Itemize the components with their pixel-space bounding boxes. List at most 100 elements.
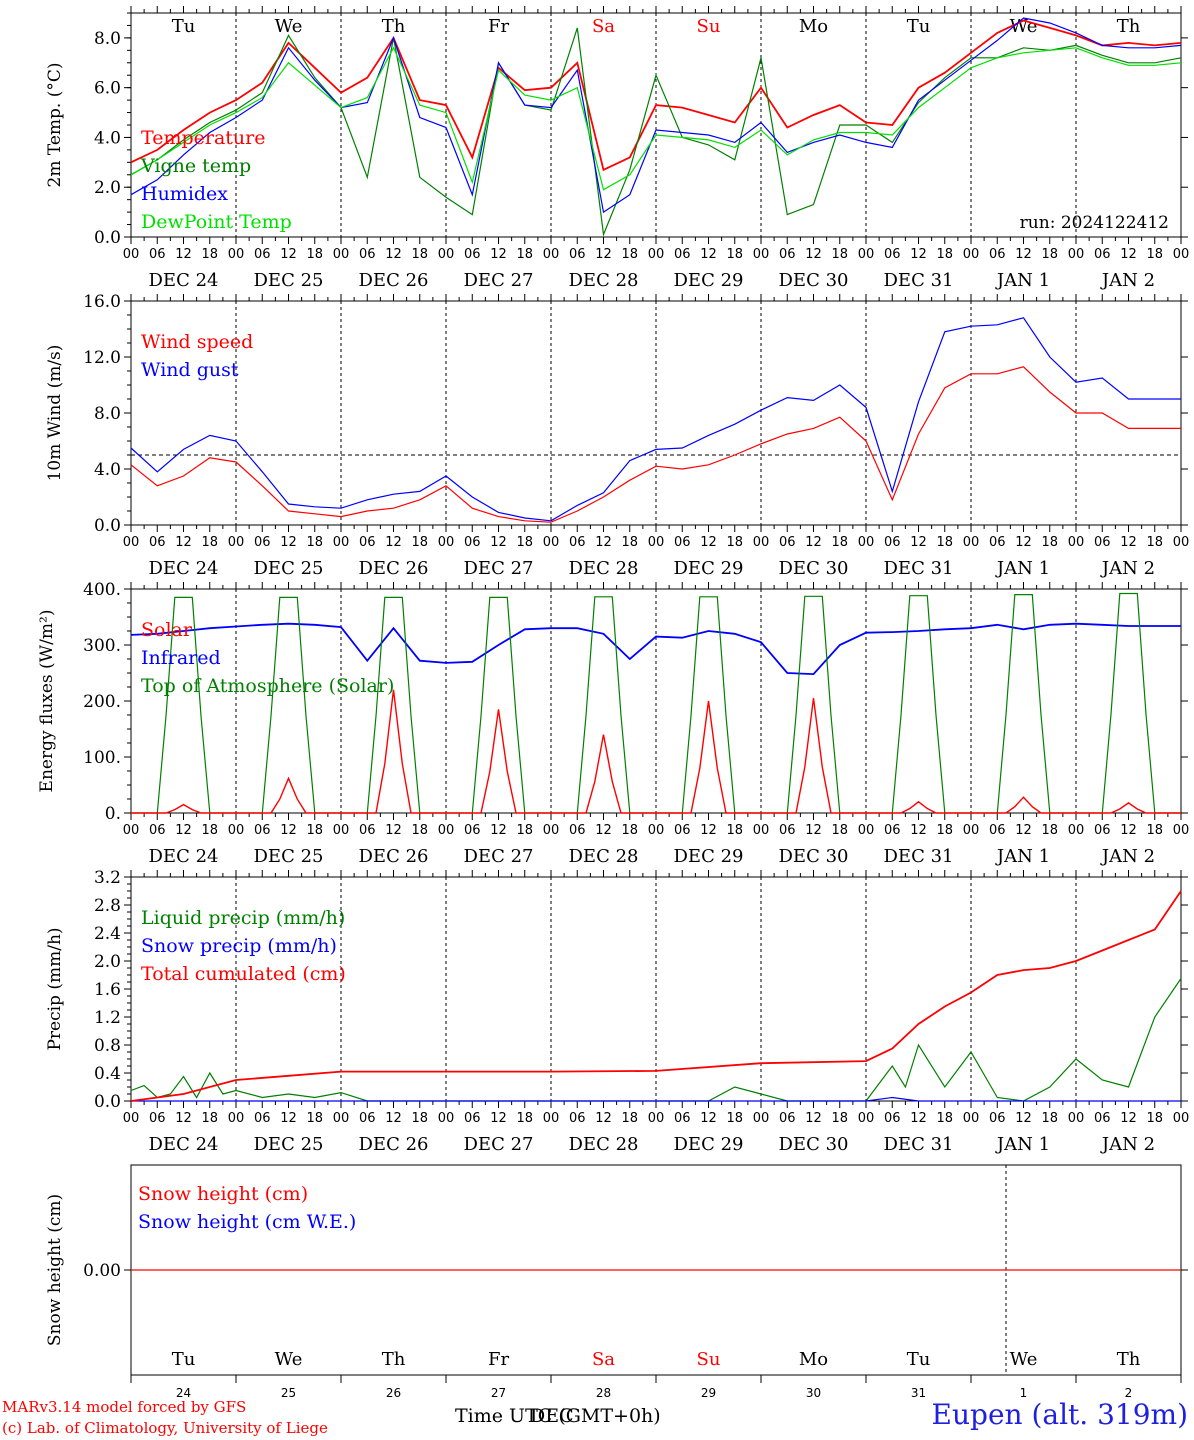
x-hour-label: 00 xyxy=(1173,823,1190,838)
y-tick-label: 1.6 xyxy=(94,980,121,1000)
x-hour-label: 12 xyxy=(1015,535,1032,550)
x-hour-label: 06 xyxy=(1094,1111,1111,1126)
x-hour-label: 12 xyxy=(280,823,297,838)
x-date-label: DEC 31 xyxy=(884,270,954,291)
x-hour-label: 06 xyxy=(779,823,796,838)
x-hour-label: 00 xyxy=(228,247,245,262)
weekday-label: Th xyxy=(1117,1349,1141,1370)
weekday-label: Su xyxy=(697,16,721,37)
x-date-label: DEC 26 xyxy=(359,270,429,291)
day-number-label: 1 xyxy=(1020,1386,1028,1400)
x-hour-label: 12 xyxy=(805,1111,822,1126)
weekday-label: We xyxy=(1010,16,1038,37)
x-hour-label: 06 xyxy=(254,1111,271,1126)
day-number-label: 27 xyxy=(491,1386,506,1400)
x-hour-label: 18 xyxy=(516,823,533,838)
x-hour-label: 12 xyxy=(910,535,927,550)
x-date-label: JAN 1 xyxy=(995,270,1050,291)
x-hour-label: 06 xyxy=(569,535,586,550)
x-hour-label: 18 xyxy=(621,1111,638,1126)
x-date-label: DEC 26 xyxy=(359,558,429,579)
weekday-label: Sa xyxy=(592,1349,615,1370)
x-hour-label: 00 xyxy=(648,535,665,550)
x-hour-label: 00 xyxy=(543,1111,560,1126)
y-axis-label-wind: 10m Wind (m/s) xyxy=(45,345,65,482)
x-hour-label: 12 xyxy=(385,247,402,262)
x-hour-label: 18 xyxy=(831,823,848,838)
panel-frame-wind xyxy=(130,300,1182,526)
day-number-label: 30 xyxy=(806,1386,821,1400)
x-hour-label: 06 xyxy=(779,535,796,550)
y-tick-label: 2.4 xyxy=(94,924,121,944)
x-hour-label: 06 xyxy=(464,247,481,262)
credit-line-2: (c) Lab. of Climatology, University of L… xyxy=(2,1419,328,1437)
x-hour-label: 00 xyxy=(1173,535,1190,550)
weekday-label: We xyxy=(275,1349,303,1370)
x-hour-label: 18 xyxy=(1041,823,1058,838)
x-date-label: JAN 2 xyxy=(1100,846,1155,867)
x-hour-label: 00 xyxy=(648,1111,665,1126)
y-tick-label: 2.0 xyxy=(94,952,121,972)
x-axis-overlap-text: DEC xyxy=(530,1405,574,1427)
x-hour-label: 18 xyxy=(1041,1111,1058,1126)
weekday-label: Fr xyxy=(488,1349,509,1370)
x-date-label: DEC 30 xyxy=(779,558,849,579)
x-date-label: JAN 1 xyxy=(995,1134,1050,1155)
x-hour-label: 18 xyxy=(936,535,953,550)
y-tick-label: 2.8 xyxy=(94,896,121,916)
x-hour-label: 18 xyxy=(1146,823,1163,838)
x-hour-label: 12 xyxy=(1120,1111,1137,1126)
x-date-label: JAN 2 xyxy=(1100,558,1155,579)
x-hour-label: 00 xyxy=(228,823,245,838)
y-tick-label: 100. xyxy=(83,748,121,768)
x-hour-label: 18 xyxy=(1041,535,1058,550)
x-hour-label: 18 xyxy=(1146,535,1163,550)
x-hour-label: 18 xyxy=(936,823,953,838)
x-hour-label: 06 xyxy=(1094,535,1111,550)
x-date-label: DEC 31 xyxy=(884,846,954,867)
legend-entry: Top of Atmosphere (Solar) xyxy=(141,675,394,697)
y-tick-label: 8.0 xyxy=(94,29,121,49)
x-hour-label: 18 xyxy=(726,247,743,262)
x-date-label: DEC 26 xyxy=(359,1134,429,1155)
x-hour-label: 06 xyxy=(569,823,586,838)
x-hour-label: 06 xyxy=(149,1111,166,1126)
x-hour-label: 00 xyxy=(1068,535,1085,550)
x-hour-label: 00 xyxy=(333,1111,350,1126)
x-hour-label: 18 xyxy=(831,1111,848,1126)
legend-entry: Liquid precip (mm/h) xyxy=(141,907,345,929)
x-hour-label: 00 xyxy=(438,247,455,262)
x-hour-label: 12 xyxy=(490,1111,507,1126)
x-hour-label: 12 xyxy=(910,247,927,262)
x-hour-label: 00 xyxy=(1068,823,1085,838)
x-hour-label: 00 xyxy=(858,1111,875,1126)
x-date-label: DEC 25 xyxy=(254,1134,324,1155)
x-hour-label: 12 xyxy=(490,823,507,838)
x-hour-label: 00 xyxy=(963,247,980,262)
x-date-label: DEC 24 xyxy=(149,1134,219,1155)
x-hour-label: 06 xyxy=(569,247,586,262)
x-hour-label: 00 xyxy=(858,535,875,550)
x-hour-label: 06 xyxy=(779,1111,796,1126)
x-hour-label: 18 xyxy=(411,247,428,262)
x-hour-label: 06 xyxy=(149,535,166,550)
day-number-label: 25 xyxy=(281,1386,296,1400)
x-hour-label: 06 xyxy=(149,247,166,262)
series-line-solar xyxy=(131,689,1181,814)
legend-entry: Snow height (cm) xyxy=(138,1183,308,1205)
x-hour-label: 00 xyxy=(1173,1111,1190,1126)
x-hour-label: 00 xyxy=(963,535,980,550)
x-hour-label: 06 xyxy=(464,1111,481,1126)
x-hour-label: 18 xyxy=(621,823,638,838)
x-date-label: DEC 27 xyxy=(464,846,534,867)
x-hour-label: 00 xyxy=(438,535,455,550)
x-hour-label: 06 xyxy=(989,535,1006,550)
x-hour-label: 00 xyxy=(753,247,770,262)
x-hour-label: 18 xyxy=(621,535,638,550)
x-hour-label: 18 xyxy=(1041,247,1058,262)
x-hour-label: 00 xyxy=(1173,247,1190,262)
y-tick-label: 1.2 xyxy=(94,1008,121,1028)
series-line-wind-gust xyxy=(130,317,1181,522)
x-date-label: DEC 31 xyxy=(884,558,954,579)
x-hour-label: 12 xyxy=(175,1111,192,1126)
